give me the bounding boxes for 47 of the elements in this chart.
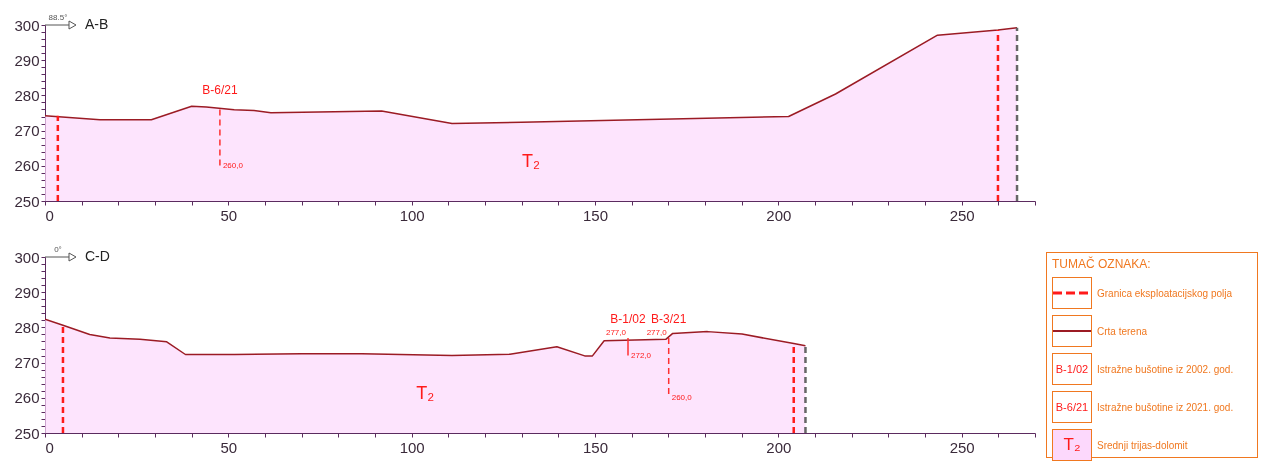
chart-title: C-D xyxy=(85,248,110,264)
text: 0° xyxy=(54,245,62,254)
annotation: 277,0 xyxy=(646,327,668,337)
text: Istražne bušotine iz 2021. god. xyxy=(1097,401,1234,413)
x-tick-label: 200 xyxy=(766,206,792,224)
x-tick-label: 0 xyxy=(45,206,54,224)
annotation: 272,0 xyxy=(631,350,652,360)
x-tick-label: 150 xyxy=(582,206,609,224)
annotation: 260,0 xyxy=(222,160,244,170)
x-tick-label: 150 xyxy=(582,438,609,456)
x-tick-label: 50 xyxy=(220,438,238,456)
y-tick-label: 250 xyxy=(14,192,40,210)
y-tick-label: 300 xyxy=(14,248,40,266)
y-tick-label: 270 xyxy=(14,122,40,140)
text: Granica eksploatacijskog polja xyxy=(1097,287,1233,299)
text: 88.5° xyxy=(48,13,68,22)
fill-swatch: T₂ xyxy=(1052,429,1092,461)
annotation: 277,0 xyxy=(605,327,627,337)
y-tick-label: 260 xyxy=(14,389,40,407)
annotation: T₂ xyxy=(522,151,541,172)
text: TUMAČ OZNAKA: xyxy=(1052,257,1152,271)
y-tick-label: 270 xyxy=(14,354,40,372)
text: Srednji trijas-dolomit xyxy=(1097,439,1188,451)
y-tick-label: 260 xyxy=(14,157,40,175)
y-tick-label: 290 xyxy=(14,283,40,301)
y-tick-label: 300 xyxy=(14,16,40,34)
text: Istražne bušotine iz 2002. god. xyxy=(1097,363,1234,375)
label-frame: B-1/02 xyxy=(1052,353,1092,385)
x-tick-label: 250 xyxy=(949,206,975,224)
y-tick-label: 290 xyxy=(14,51,40,69)
annotation: B-6/21 xyxy=(202,83,238,98)
text: Crta terena xyxy=(1097,325,1148,337)
x-tick-label: 0 xyxy=(45,438,54,456)
annotation: B-3/21 xyxy=(651,311,687,326)
label-frame: B-6/21 xyxy=(1052,391,1092,423)
annotation: B-1/02 xyxy=(610,311,646,326)
x-tick-label: 100 xyxy=(399,206,425,224)
x-tick-label: 100 xyxy=(399,438,425,456)
annotation: 260,0 xyxy=(671,392,693,402)
y-tick-label: 280 xyxy=(14,86,40,104)
y-tick-label: 250 xyxy=(14,424,40,442)
x-tick-label: 200 xyxy=(766,438,792,456)
x-tick-label: 250 xyxy=(949,438,975,456)
y-tick-label: 280 xyxy=(14,318,40,336)
x-tick-label: 50 xyxy=(220,206,238,224)
annotation: T₂ xyxy=(416,383,435,404)
chart-title: A-B xyxy=(85,16,109,32)
